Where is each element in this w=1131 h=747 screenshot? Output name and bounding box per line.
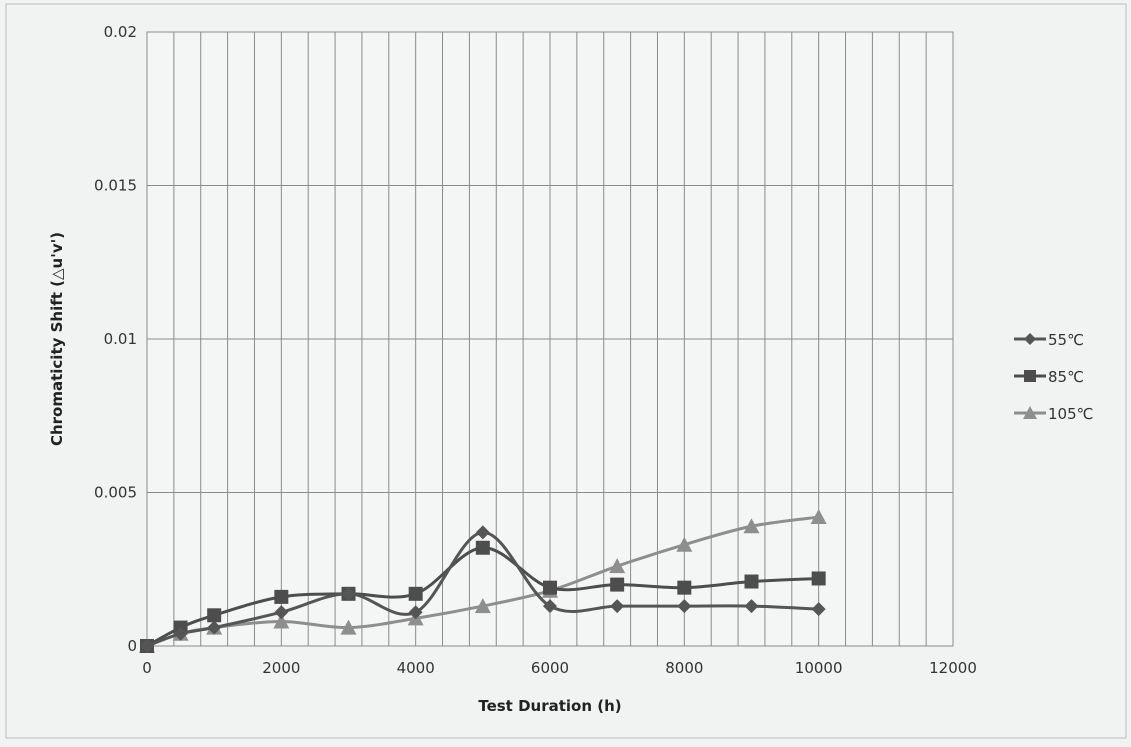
legend-item: 85℃: [1014, 368, 1084, 386]
data-point-diamond: [140, 639, 154, 653]
x-tick-label: 6000: [531, 659, 569, 677]
x-tick-label: 10000: [795, 659, 843, 677]
data-point-triangle: [474, 598, 491, 614]
data-point-square: [408, 586, 423, 601]
data-point-diamond: [1024, 333, 1036, 345]
y-axis-title: Chromaticity Shift (△u'v'): [48, 232, 66, 446]
gridlines: [146, 31, 954, 647]
y-tick-labels: 0 0.005 0.01 0.015 0.02: [94, 23, 137, 655]
data-point-diamond: [811, 602, 826, 617]
data-point-diamond: [274, 605, 289, 620]
data-point-diamond: [475, 525, 490, 540]
data-point-triangle: [743, 518, 760, 534]
legend-item: 55℃: [1014, 331, 1084, 349]
y-tick-label: 0.01: [104, 330, 137, 348]
data-point-square: [610, 577, 625, 592]
y-tick-label: 0.005: [94, 484, 137, 502]
data-point-square: [207, 608, 222, 623]
series-diamond: [140, 525, 826, 653]
data-point-diamond: [207, 620, 222, 635]
data-point-triangle: [810, 509, 827, 525]
legend-label: 85℃: [1048, 368, 1084, 386]
data-point-diamond: [341, 586, 356, 601]
data-point-diamond: [610, 599, 625, 614]
legend-label: 105℃: [1048, 405, 1093, 423]
data-point-square: [677, 580, 692, 595]
data-point-square: [475, 540, 490, 555]
data-point-triangle: [676, 536, 693, 552]
x-tick-label: 8000: [665, 659, 703, 677]
data-point-triangle: [1023, 406, 1037, 419]
legend: 55℃ 85℃ 105℃: [1014, 331, 1093, 423]
data-point-diamond: [408, 605, 423, 620]
data-point-diamond: [173, 626, 188, 641]
x-tick-labels: 0 2000 4000 6000 8000 10000 12000: [142, 659, 977, 677]
data-point-square: [744, 574, 759, 589]
data-point-triangle: [340, 619, 357, 635]
x-axis-title: Test Duration (h): [478, 697, 621, 715]
y-tick-label: 0: [127, 637, 137, 655]
data-point-triangle: [273, 613, 290, 629]
series-layer: [139, 509, 827, 653]
data-point-square: [811, 571, 826, 586]
x-tick-label: 2000: [262, 659, 300, 677]
legend-label: 55℃: [1048, 331, 1084, 349]
y-tick-label: 0.015: [94, 177, 137, 195]
y-tick-label: 0.02: [104, 23, 137, 41]
x-tick-label: 4000: [397, 659, 435, 677]
data-point-diamond: [543, 599, 557, 614]
data-point-diamond: [744, 599, 759, 614]
chart-border: [5, 3, 1127, 739]
data-point-triangle: [609, 558, 626, 574]
data-point-square: [274, 589, 289, 604]
x-tick-label: 0: [142, 659, 152, 677]
data-point-square: [543, 580, 557, 595]
data-point-diamond: [677, 599, 692, 614]
data-point-square: [1024, 370, 1036, 382]
x-tick-label: 12000: [929, 659, 977, 677]
legend-item: 105℃: [1014, 405, 1093, 423]
